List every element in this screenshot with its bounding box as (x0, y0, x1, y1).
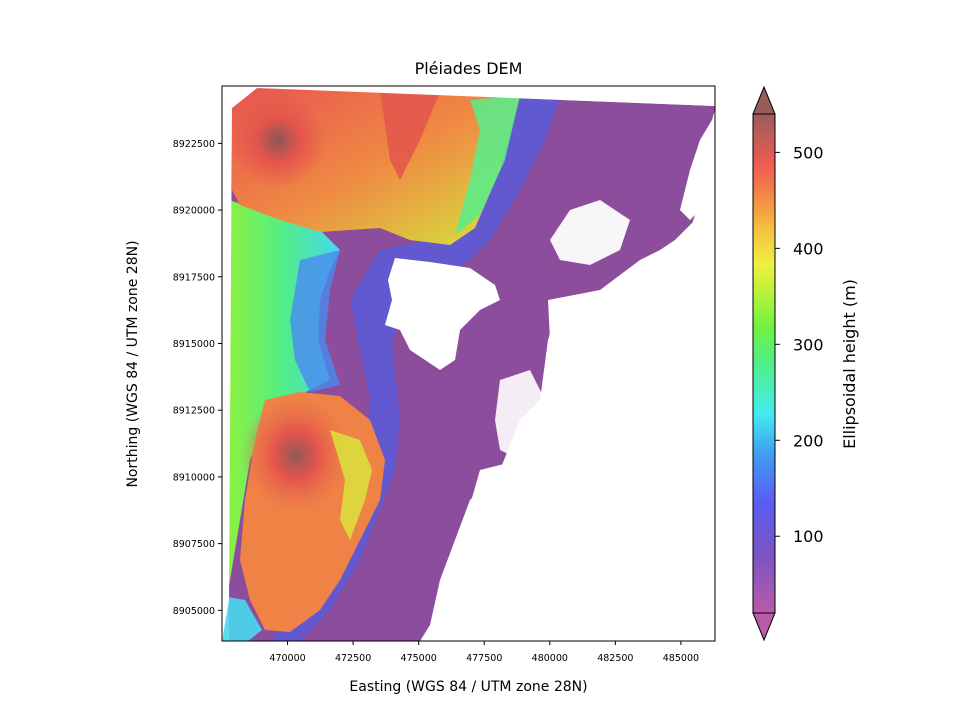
west-blank (222, 86, 257, 641)
x-tick-label: 470000 (269, 653, 305, 664)
east-nodata (680, 109, 715, 220)
y-tick-label: 8920000 (173, 206, 215, 217)
colorbar: 100 200 300 400 500 Ellipsoidal height (m) (752, 85, 859, 642)
x-tick-label: 477500 (466, 653, 502, 664)
y-tick-label: 8912500 (173, 406, 215, 417)
x-tick-label: 482500 (597, 653, 633, 664)
y-tick-label: 8910000 (173, 472, 215, 483)
y-axis: 8905000 8907500 8910000 8912500 8915000 89175… (173, 139, 222, 617)
east-nodata-2 (550, 200, 630, 265)
dem-raster (222, 86, 715, 641)
plateau-edge (455, 96, 520, 235)
southern-slope (330, 430, 372, 540)
y-tick-label: 8907500 (173, 539, 215, 550)
colorbar-ticks: 100 200 300 400 500 (775, 143, 824, 546)
colorbar-tick-label: 100 (793, 527, 824, 546)
chart-title: Pléiades DEM (415, 59, 523, 78)
colorbar-tick-label: 500 (793, 143, 824, 162)
east-blank (460, 210, 715, 641)
colorbar-label: Ellipsoidal height (m) (840, 279, 859, 449)
axes-frame (221, 85, 716, 642)
colorbar-extend-max (752, 85, 776, 115)
y-tick-label: 8922500 (173, 139, 215, 150)
southwest-corner (222, 596, 262, 641)
x-tick-label: 475000 (401, 653, 437, 664)
x-tick-label: 472500 (335, 653, 371, 664)
lake-nodata (385, 258, 500, 370)
x-tick-label: 480000 (532, 653, 568, 664)
y-tick-label: 8915000 (173, 339, 215, 350)
valley-slope (270, 96, 560, 641)
colorbar-body (752, 113, 776, 614)
y-tick-label: 8905000 (173, 606, 215, 617)
north-blank (257, 86, 715, 106)
northern-peak (230, 92, 326, 188)
south-nodata (430, 460, 530, 641)
y-axis-label: Northing (WGS 84 / UTM zone 28N) (125, 240, 141, 487)
southeast-nodata (495, 370, 545, 460)
x-tick-label: 485000 (663, 653, 699, 664)
y-tick-label: 8917500 (173, 272, 215, 283)
x-axis: 470000 472500 475000 477500 480000 482500 4850… (269, 641, 699, 664)
southern-peak (241, 395, 351, 515)
colorbar-tick-label: 300 (793, 335, 824, 354)
colorbar-tick-label: 200 (793, 431, 824, 450)
colorbar-tick-label: 400 (793, 239, 824, 258)
colorbar-extend-min (752, 612, 776, 642)
mid-slope (290, 250, 340, 392)
x-axis-label: Easting (WGS 84 / UTM zone 28N) (349, 679, 587, 695)
northern-ridge (380, 90, 440, 180)
